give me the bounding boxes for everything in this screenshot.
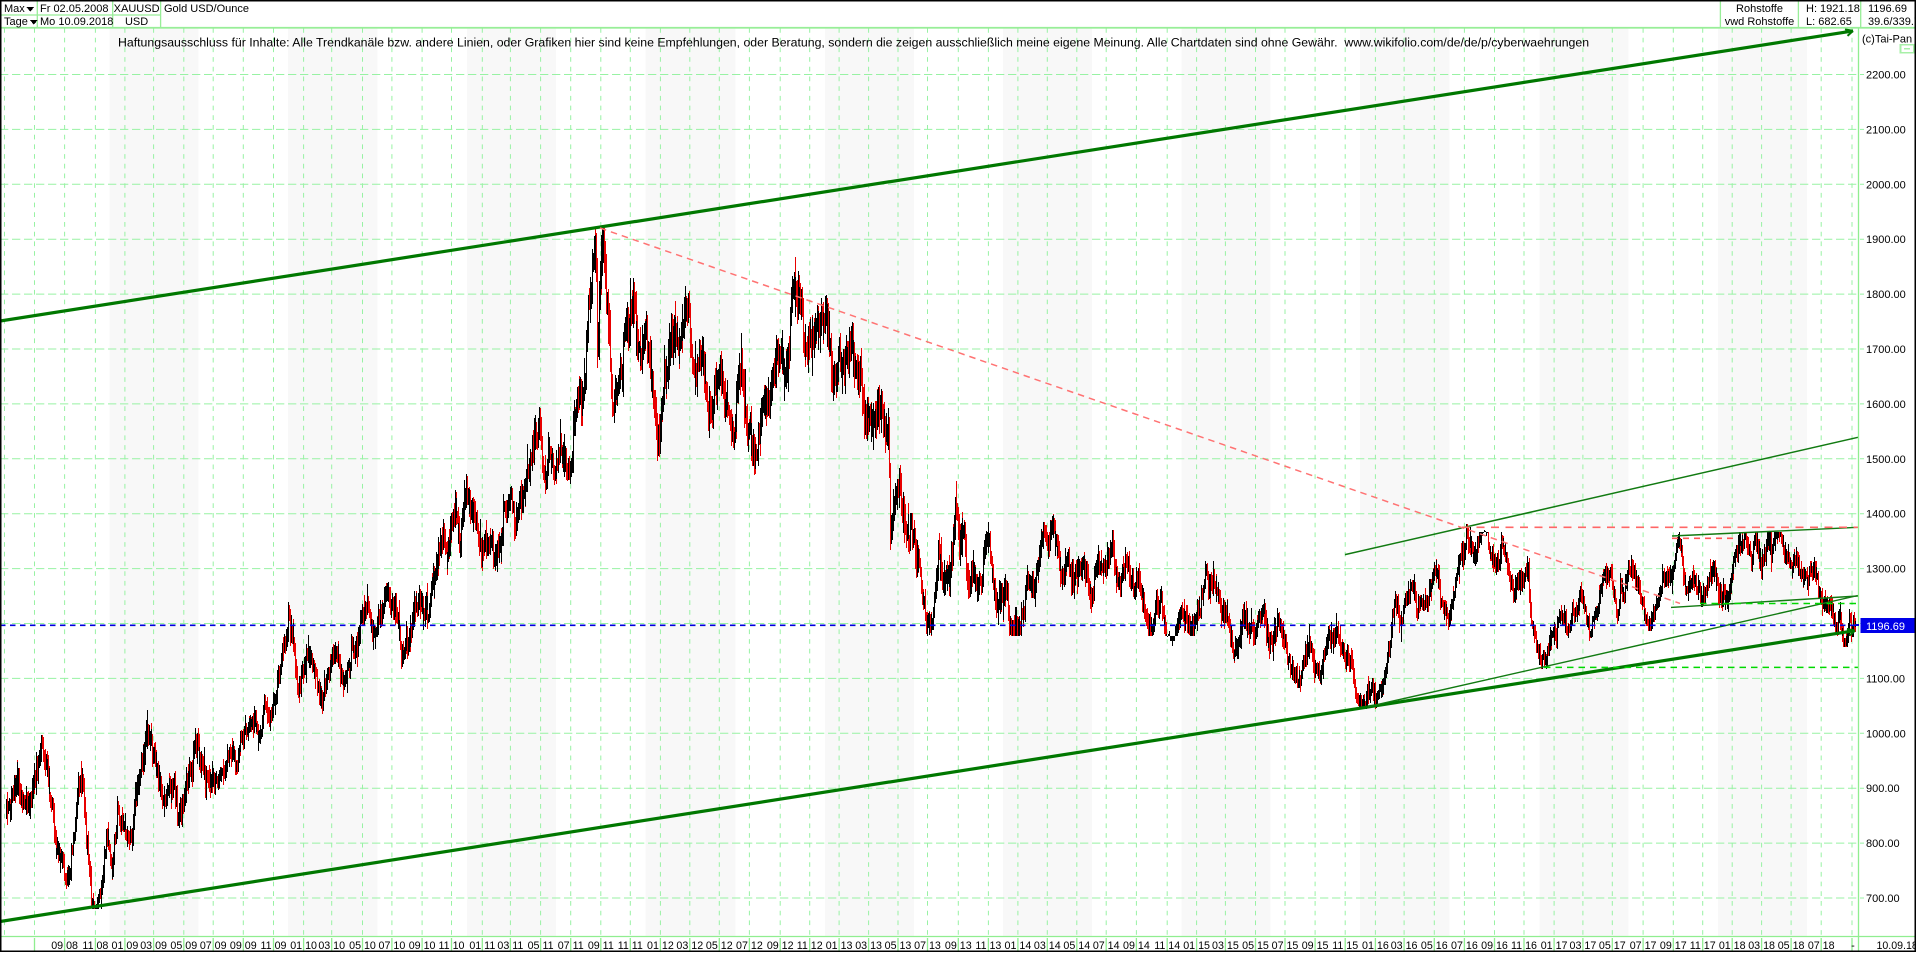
svg-text:39.6/339.7: 39.6/339.7 <box>1868 16 1916 28</box>
svg-text:1900.00: 1900.00 <box>1866 234 1906 246</box>
svg-text:01 09: 01 09 <box>112 940 139 952</box>
svg-text:1300.00: 1300.00 <box>1866 564 1906 576</box>
svg-text:-: - <box>1851 940 1855 952</box>
svg-text:USD: USD <box>125 16 148 28</box>
svg-text:01 18: 01 18 <box>1719 940 1746 952</box>
svg-text:07 12: 07 12 <box>736 940 763 952</box>
svg-text:07 18: 07 18 <box>1808 940 1835 952</box>
svg-text:03 15: 03 15 <box>1212 940 1239 952</box>
svg-text:07 13: 07 13 <box>914 940 941 952</box>
svg-text:700.00: 700.00 <box>1866 893 1900 905</box>
svg-text:vwd Rohstoffe: vwd Rohstoffe <box>1725 16 1795 28</box>
svg-text:(c)Tai-Pan: (c)Tai-Pan <box>1862 34 1912 46</box>
svg-text:01 13: 01 13 <box>826 940 853 952</box>
svg-text:05 13: 05 13 <box>885 940 912 952</box>
svg-text:1100.00: 1100.00 <box>1866 673 1905 685</box>
svg-text:01 12: 01 12 <box>647 940 674 952</box>
svg-text:07 09: 07 09 <box>200 940 227 952</box>
svg-text:03 12: 03 12 <box>676 940 703 952</box>
svg-text:01 16: 01 16 <box>1362 940 1389 952</box>
svg-text:1800.00: 1800.00 <box>1866 289 1906 301</box>
svg-text:05 17: 05 17 <box>1599 940 1626 952</box>
svg-text:05 10: 05 10 <box>349 940 376 952</box>
svg-text:07 17: 07 17 <box>1630 940 1657 952</box>
svg-text:11 16: 11 16 <box>1511 940 1537 952</box>
svg-text:Mo 10.09.2018: Mo 10.09.2018 <box>40 16 113 28</box>
svg-text:09 11: 09 11 <box>588 940 614 952</box>
svg-text:09 09: 09 09 <box>230 940 257 952</box>
svg-text:1000.00: 1000.00 <box>1866 728 1906 740</box>
svg-text:11 12: 11 12 <box>797 940 823 952</box>
svg-text:09 08: 09 08 <box>51 940 78 952</box>
svg-text:03 14: 03 14 <box>1034 940 1061 952</box>
svg-text:07 11: 07 11 <box>558 940 584 952</box>
svg-text:07 16: 07 16 <box>1451 940 1478 952</box>
svg-text:11 08: 11 08 <box>82 940 108 952</box>
svg-text:11 13: 11 13 <box>975 940 1001 952</box>
svg-text:1700.00: 1700.00 <box>1866 344 1906 356</box>
svg-text:09 12: 09 12 <box>767 940 794 952</box>
svg-text:1400.00: 1400.00 <box>1866 509 1906 521</box>
svg-text:1500.00: 1500.00 <box>1866 454 1906 466</box>
svg-text:11 10: 11 10 <box>439 940 465 952</box>
svg-text:03 16: 03 16 <box>1391 940 1418 952</box>
svg-text:11 11: 11 11 <box>618 940 643 952</box>
svg-text:05 14: 05 14 <box>1063 940 1090 952</box>
svg-text:07 14: 07 14 <box>1093 940 1120 952</box>
svg-text:09 15: 09 15 <box>1302 940 1329 952</box>
svg-text:05 11: 05 11 <box>528 940 554 952</box>
svg-text:01 11: 01 11 <box>469 940 495 952</box>
svg-text:09 17: 09 17 <box>1660 940 1687 952</box>
svg-text:11 17: 11 17 <box>1690 940 1716 952</box>
svg-text:Tage: Tage <box>4 16 28 28</box>
svg-text:03 18: 03 18 <box>1748 940 1775 952</box>
svg-text:2000.00: 2000.00 <box>1866 179 1906 191</box>
svg-text:09 16: 09 16 <box>1481 940 1508 952</box>
svg-text:05 15: 05 15 <box>1242 940 1269 952</box>
svg-text:2200.00: 2200.00 <box>1866 70 1906 82</box>
svg-text:01 14: 01 14 <box>1005 940 1032 952</box>
svg-text:09 10: 09 10 <box>409 940 436 952</box>
svg-text:1600.00: 1600.00 <box>1866 399 1906 411</box>
svg-text:07 10: 07 10 <box>379 940 406 952</box>
svg-text:03 09: 03 09 <box>140 940 167 952</box>
svg-text:10.09.18: 10.09.18 <box>1877 940 1916 952</box>
svg-text:800.00: 800.00 <box>1866 838 1900 850</box>
svg-text:01 15: 01 15 <box>1183 940 1210 952</box>
svg-text:900.00: 900.00 <box>1866 783 1900 795</box>
svg-text:09 13: 09 13 <box>945 940 972 952</box>
svg-text:05 18: 05 18 <box>1778 940 1805 952</box>
svg-text:Rohstoffe: Rohstoffe <box>1736 3 1783 15</box>
svg-text:05 16: 05 16 <box>1421 940 1448 952</box>
svg-text:11 09: 11 09 <box>261 940 287 952</box>
svg-text:07 15: 07 15 <box>1272 940 1299 952</box>
svg-text:01 17: 01 17 <box>1541 940 1568 952</box>
svg-text:05 12: 05 12 <box>706 940 733 952</box>
svg-text:Fr 02.05.2008: Fr 02.05.2008 <box>40 3 109 15</box>
svg-text:09 14: 09 14 <box>1123 940 1150 952</box>
svg-text:Haftungsausschluss für Inhalte: Haftungsausschluss für Inhalte: Alle Tre… <box>118 36 1589 50</box>
svg-text:XAUUSD: XAUUSD <box>114 3 160 15</box>
svg-text:05 09: 05 09 <box>170 940 197 952</box>
svg-text:11 14: 11 14 <box>1154 940 1180 952</box>
svg-text:Gold USD/Ounce: Gold USD/Ounce <box>164 3 249 15</box>
svg-text:01 10: 01 10 <box>290 940 317 952</box>
svg-text:1196.69: 1196.69 <box>1866 621 1905 633</box>
svg-text:11 15: 11 15 <box>1332 940 1358 952</box>
svg-text:03 10: 03 10 <box>318 940 345 952</box>
svg-text:03 11: 03 11 <box>497 940 523 952</box>
svg-text:H: 1921.18: H: 1921.18 <box>1806 3 1860 15</box>
svg-text:1196.69: 1196.69 <box>1868 3 1907 15</box>
svg-text:03 17: 03 17 <box>1570 940 1597 952</box>
svg-text:Max: Max <box>4 3 25 15</box>
svg-text:2100.00: 2100.00 <box>1866 124 1906 136</box>
svg-text:L: 682.65: L: 682.65 <box>1806 16 1852 28</box>
svg-text:03 13: 03 13 <box>855 940 882 952</box>
